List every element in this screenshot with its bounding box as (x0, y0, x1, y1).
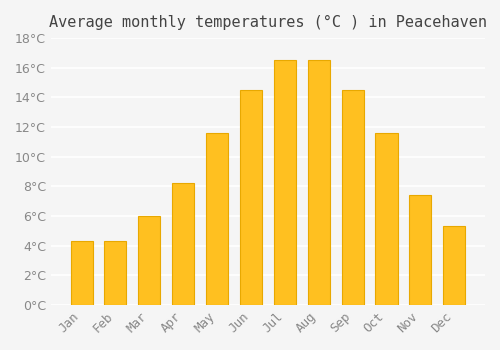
Bar (240, 90, 262, 305)
Bar (172, 183, 194, 305)
Bar (376, 133, 398, 305)
Bar (138, 216, 160, 305)
Bar (410, 195, 432, 305)
Bar (274, 60, 296, 305)
Bar (342, 90, 363, 305)
Bar (443, 226, 466, 305)
Bar (70, 241, 92, 305)
Bar (104, 241, 126, 305)
Bar (308, 60, 330, 305)
Bar (206, 133, 228, 305)
Title: Average monthly temperatures (°C ) in Peacehaven: Average monthly temperatures (°C ) in Pe… (49, 15, 487, 30)
